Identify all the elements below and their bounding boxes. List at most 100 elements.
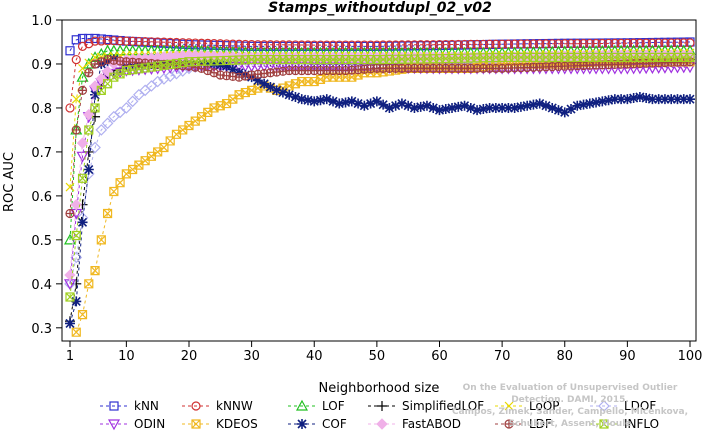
- point-cof: [503, 102, 514, 113]
- point-ldof: [114, 106, 126, 119]
- point-cof: [434, 105, 445, 116]
- y-tick-label: 0.8: [31, 102, 52, 117]
- series-inflo: [65, 52, 695, 302]
- point-cof: [559, 107, 570, 118]
- point-cof: [509, 102, 520, 113]
- legend-item-knnw: kNNW: [182, 399, 253, 413]
- point-cof: [628, 93, 639, 104]
- point-cof: [490, 102, 501, 113]
- point-cof: [622, 94, 633, 105]
- chart-title: Stamps_withoutdupl_02_v02: [268, 0, 492, 16]
- point-ldf-cross: [72, 125, 81, 134]
- point-cof: [315, 95, 326, 106]
- point-knnw: [647, 38, 658, 48]
- line-loop: [69, 52, 690, 188]
- point-fastabod: [101, 65, 114, 78]
- point-cof: [390, 100, 401, 111]
- point-cof: [83, 164, 94, 175]
- legend-marker-lof: [295, 399, 309, 411]
- y-tick-label: 0.5: [31, 234, 52, 249]
- point-knnw: [65, 103, 75, 113]
- series-layer: [63, 33, 697, 337]
- point-inflo: [71, 230, 81, 241]
- point-knnw: [603, 38, 614, 49]
- x-axis: 1 10 20 30 40 50 60 70 80 90 100: [66, 341, 702, 364]
- point-ldof: [89, 141, 101, 154]
- legend-marker-knnw: [191, 401, 201, 411]
- point-cof: [259, 78, 270, 89]
- point-cof: [659, 94, 670, 105]
- legend-item-simplifiedlof: SimplifiedLOF: [368, 399, 484, 413]
- point-cof: [666, 94, 677, 105]
- point-knnw: [71, 54, 81, 65]
- legend-label-loop: LoOP: [529, 399, 560, 413]
- point-cof: [415, 101, 426, 112]
- point-cof: [534, 98, 545, 109]
- x-tick-label: 20: [181, 349, 198, 364]
- point-fastabod: [83, 108, 95, 121]
- point-cof: [584, 98, 595, 109]
- line-knn: [69, 38, 691, 52]
- point-cof: [440, 104, 451, 115]
- point-kdeos: [109, 186, 119, 197]
- point-kdeos: [71, 327, 81, 337]
- series-odin: [63, 61, 697, 291]
- y-axis-label: ROC AUC: [2, 152, 17, 212]
- x-tick-label: 100: [678, 349, 702, 364]
- y-tick-label: 0.3: [31, 322, 52, 337]
- point-cof: [353, 98, 364, 109]
- point-ldf: [84, 68, 94, 78]
- point-knnw: [90, 36, 100, 46]
- point-knnw: [635, 38, 645, 48]
- point-kdeos: [96, 235, 106, 245]
- point-cof: [447, 102, 458, 113]
- point-cof: [346, 96, 357, 107]
- point-knn: [90, 33, 100, 44]
- legend-marker-ldof: [598, 400, 610, 412]
- point-cof: [478, 104, 489, 115]
- point-cof: [653, 94, 664, 105]
- point-cof: [547, 102, 558, 113]
- point-cof: [227, 64, 238, 75]
- point-lof: [101, 44, 114, 56]
- legend-item-odin: ODIN: [100, 417, 165, 431]
- legend-label-cof: COF: [322, 417, 347, 431]
- watermark: On the Evaluation of Unsupervised Outlie…: [445, 382, 695, 430]
- point-cof: [528, 99, 539, 110]
- point-cof: [578, 99, 589, 110]
- point-fastabod: [70, 198, 82, 211]
- line-ldof: [69, 56, 690, 284]
- plot-frame: [61, 19, 697, 342]
- point-ldf: [71, 125, 81, 135]
- point-cof: [553, 105, 564, 116]
- point-ldof: [158, 73, 170, 85]
- x-tick-label: 80: [556, 349, 573, 364]
- point-knn: [84, 33, 94, 44]
- point-cof: [685, 94, 695, 105]
- x-tick-label: 30: [243, 349, 260, 364]
- legend-item-loop: LoOP: [495, 399, 560, 413]
- point-inflo: [65, 292, 75, 302]
- legend-item-kdeos: KDEOS: [182, 417, 258, 431]
- point-ldf-cross: [78, 86, 87, 95]
- point-knnw: [629, 38, 639, 48]
- point-cof: [403, 100, 414, 111]
- watermark-line-1: Campos, Zimek, Sander, Campello, Micenko…: [451, 407, 689, 429]
- point-ldof: [170, 67, 183, 80]
- x-axis-label: Neighborhood size: [319, 381, 440, 396]
- point-cof: [634, 91, 645, 102]
- point-ldof: [164, 70, 177, 83]
- point-cof: [603, 95, 614, 106]
- point-cof: [202, 57, 213, 68]
- point-fastabod: [89, 80, 101, 92]
- y-axis: 0.3 0.4 0.5 0.6 0.7 0.8 0.9 1.0: [31, 14, 62, 337]
- point-knnw: [641, 38, 651, 48]
- legend-item-knn: kNN: [100, 399, 159, 413]
- legend-item-cof: COF: [288, 417, 347, 431]
- point-cof: [609, 94, 620, 105]
- legend-label-kdeos: KDEOS: [216, 417, 258, 431]
- point-loop: [71, 94, 81, 104]
- point-cof: [465, 102, 476, 113]
- point-knnw: [84, 39, 94, 49]
- legend-marker-loop: [504, 401, 514, 411]
